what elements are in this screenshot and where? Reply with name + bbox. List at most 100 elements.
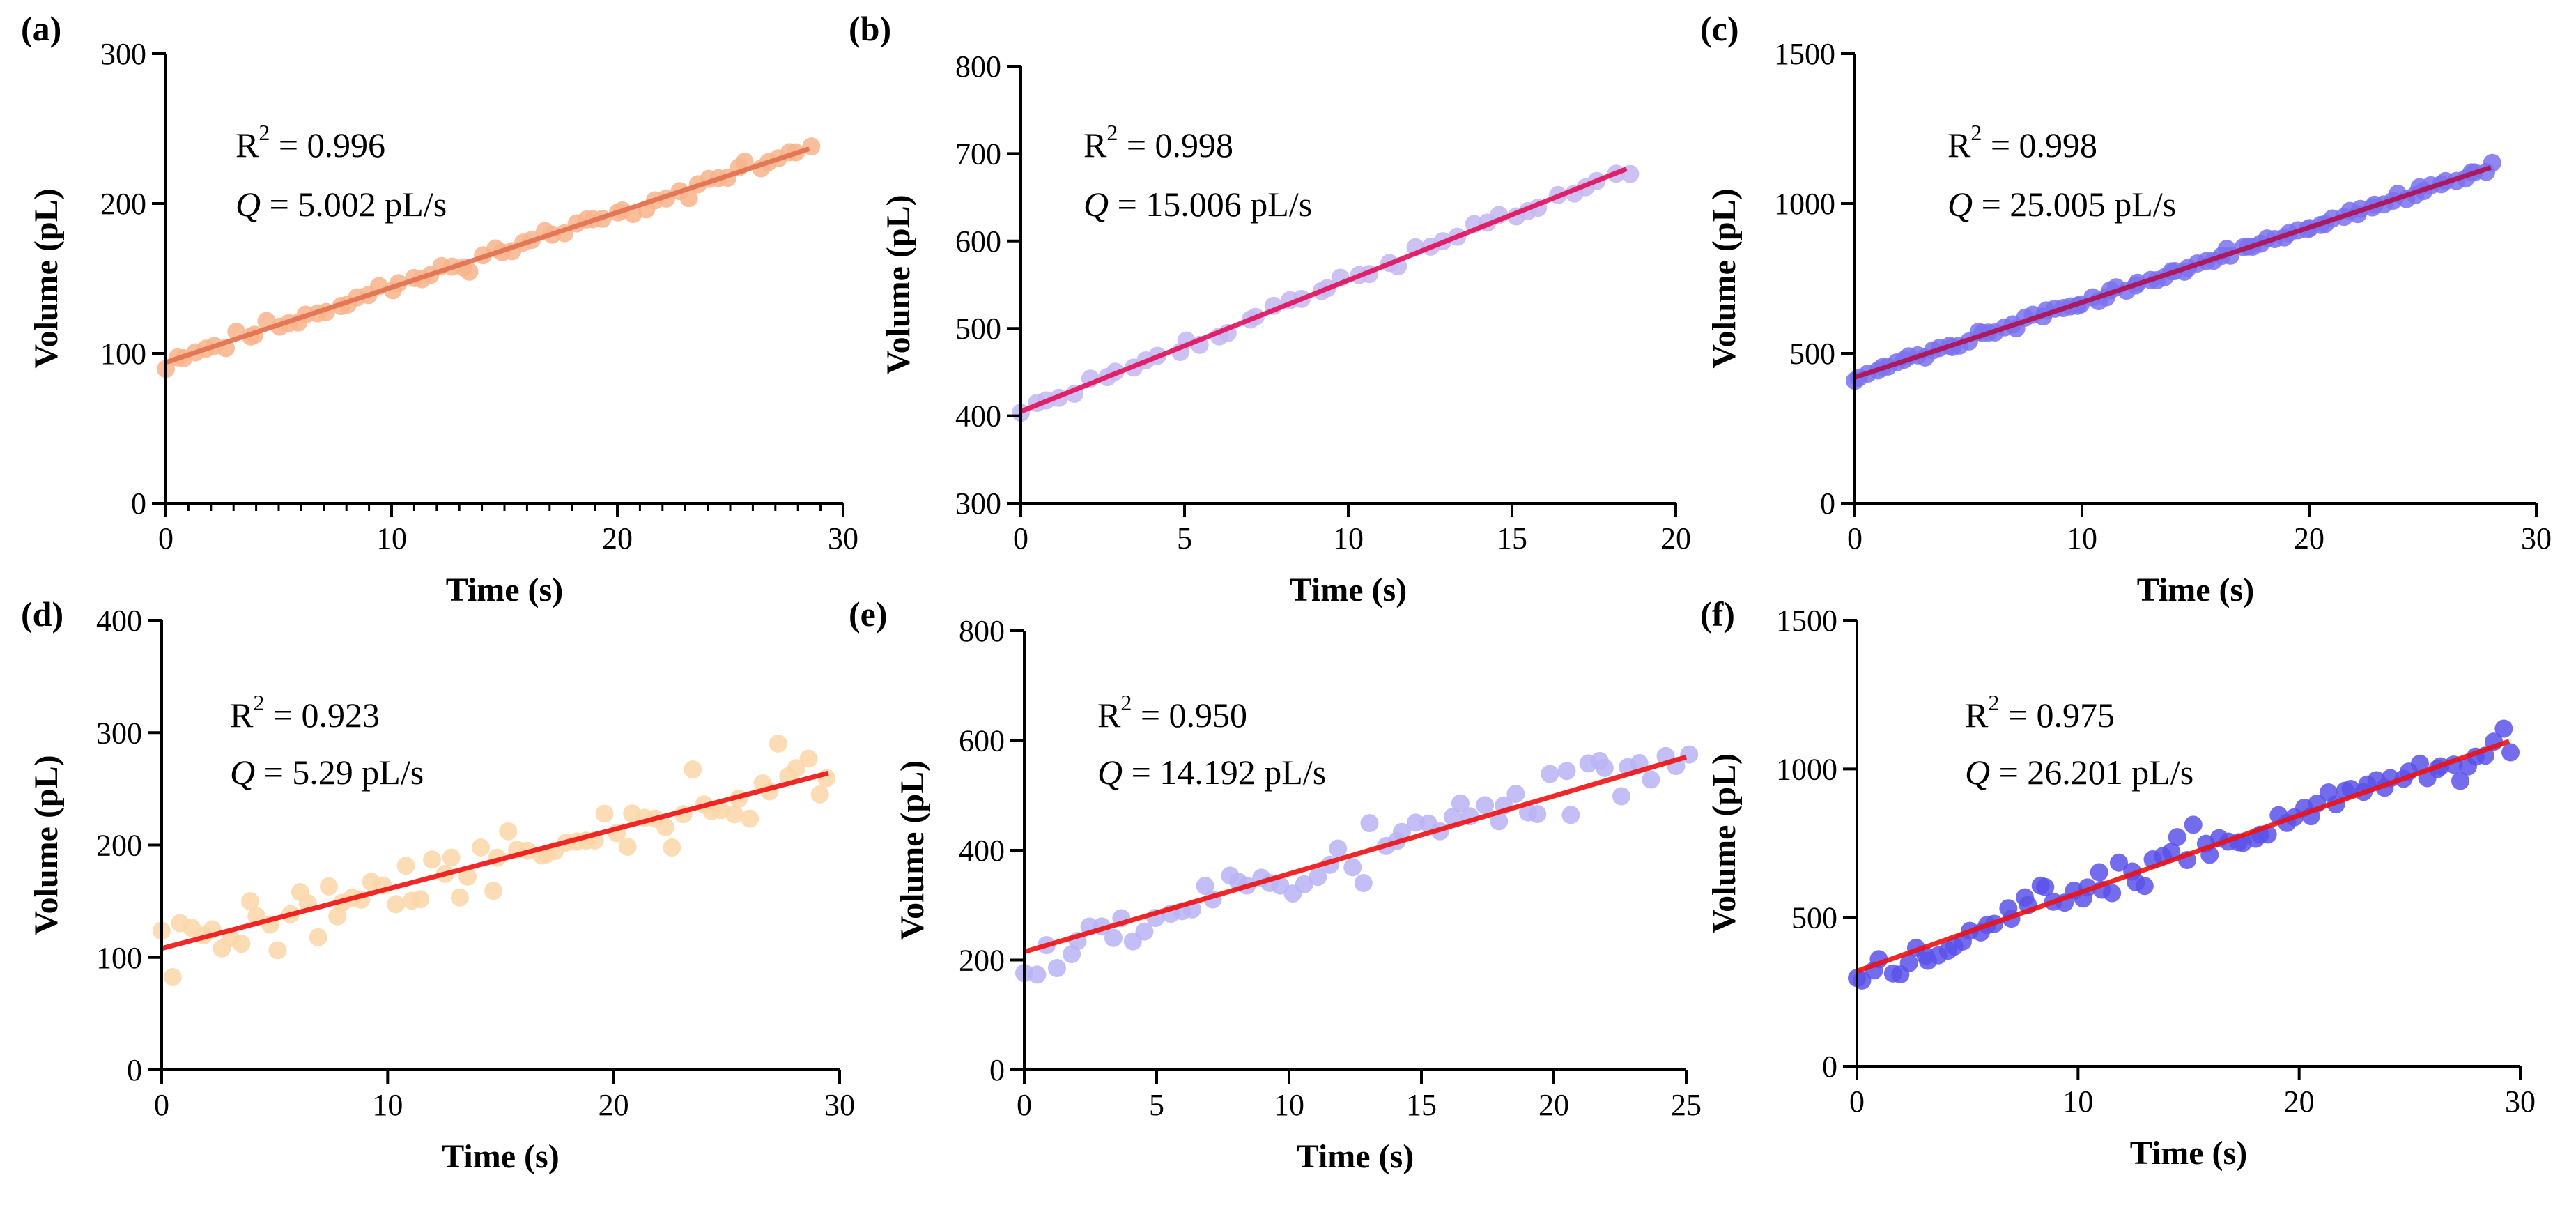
x-axis-label: Time (s) [1297,1138,1414,1175]
data-point [1354,874,1373,893]
x-tick-label: 20 [2294,521,2324,555]
data-point [411,890,430,909]
data-point [1360,814,1379,833]
data-point [1329,839,1348,858]
panel-label: (e) [849,595,888,634]
flow-rate-annotation: Q = 14.192 pL/s [1097,753,1326,792]
flow-rate-annotation: Q = 5.002 pL/s [236,185,447,224]
x-tick-label: 20 [602,521,633,555]
data-point [1561,806,1580,824]
x-tick-label: 0 [1849,1084,1865,1119]
data-point [741,809,759,828]
flow-rate-symbol: Q [1083,185,1109,224]
data-point [2410,754,2429,773]
data-point [163,967,182,986]
data-point [1443,808,1462,827]
data-point [2090,863,2108,882]
y-tick-label: 400 [959,834,1005,868]
flow-rate-value: = 5.29 pL/s [255,753,424,792]
data-point [1028,965,1047,984]
data-point [1135,922,1154,941]
r-squared-annotation: R2 = 0.998 [1948,120,2097,164]
r-squared-value: = 0.998 [1982,125,2097,164]
data-point [460,262,479,281]
data-point [1196,876,1214,895]
panel-label: (d) [21,595,63,634]
data-point [787,759,805,778]
y-tick-label: 0 [127,1053,142,1087]
r-squared-symbol: R [230,696,254,735]
y-tick-label: 100 [96,941,142,975]
data-point [499,822,518,841]
x-tick-label: 0 [1013,521,1028,555]
flow-rate-annotation: Q = 25.005 pL/s [1948,185,2176,224]
y-axis-label: Volume (pL) [1706,753,1743,933]
flow-rate-value: = 5.002 pL/s [261,185,447,224]
y-tick-label: 700 [955,137,1001,171]
y-tick-label: 500 [1791,901,1837,935]
data-point [2451,772,2470,790]
r-squared-symbol: R [1965,696,1989,735]
flow-rate-annotation: Q = 5.29 pL/s [230,753,424,792]
data-point [2494,719,2513,738]
data-point [802,137,821,156]
data-point [2036,877,2055,896]
data-point [1343,858,1362,877]
x-tick-label: 10 [2067,521,2097,555]
x-tick-label: 10 [1333,521,1364,555]
data-point [2110,853,2129,872]
data-point [595,804,614,823]
y-tick-label: 500 [1789,337,1835,371]
data-point [1595,758,1614,777]
data-point [1451,794,1470,813]
flow-rate-symbol: Q [230,753,255,792]
x-tick-label: 20 [1660,521,1691,555]
x-tick-label: 15 [1406,1088,1437,1122]
data-point [1680,745,1699,764]
y-tick-label: 200 [959,944,1005,978]
r-squared-symbol: R [1097,696,1121,735]
chart-panel-a: (a) 0 100 200 300 0 10 20 30 Time (s) Volume (pL) R… [21,9,858,608]
flow-rate-annotation: Q = 26.201 pL/s [1965,753,2193,792]
x-tick-label: 20 [1538,1088,1569,1122]
data-point [1557,762,1576,781]
chart-panel-e: (e) 0 200 400 600 800 0 5 10 15 20 25 Time (s) Volume… [849,595,1702,1175]
x-axis-label: Time (s) [442,1138,559,1175]
y-tick-label: 400 [96,604,142,638]
r-squared-superscript: 2 [1988,690,1999,715]
data-point [679,189,698,208]
data-point [663,838,681,857]
y-axis-label: Volume (pL) [1706,188,1743,368]
x-tick-label: 10 [372,1088,403,1122]
x-tick-label: 20 [599,1088,629,1122]
data-point [1104,928,1123,947]
data-point [1309,868,1327,887]
data-point [1642,770,1660,789]
flow-rate-value: = 14.192 pL/s [1123,753,1326,792]
y-tick-label: 800 [955,49,1001,84]
y-tick-label: 1000 [1774,187,1835,221]
data-point [442,848,461,867]
x-tick-label: 30 [824,1088,855,1122]
data-point [319,877,338,896]
data-point [1899,953,1918,972]
y-tick-label: 200 [96,829,142,863]
panel-label: (f) [1700,595,1735,634]
y-tick-label: 1000 [1776,752,1837,786]
x-tick-label: 10 [376,521,407,555]
fit-line [1019,166,1628,414]
data-point [725,805,744,824]
fit-line [1024,754,1687,955]
y-tick-label: 300 [96,716,142,750]
data-point [387,895,406,914]
data-point [656,818,674,836]
data-points [153,734,836,986]
data-point [2135,877,2154,896]
r-squared-superscript: 2 [259,120,270,145]
r-squared-superscript: 2 [1970,120,1982,145]
r-squared-value: = 0.975 [1999,696,2115,735]
data-point [769,734,787,753]
r-squared-symbol: R [1083,125,1107,164]
y-tick-label: 0 [131,486,146,521]
x-tick-label: 30 [2505,1084,2536,1119]
